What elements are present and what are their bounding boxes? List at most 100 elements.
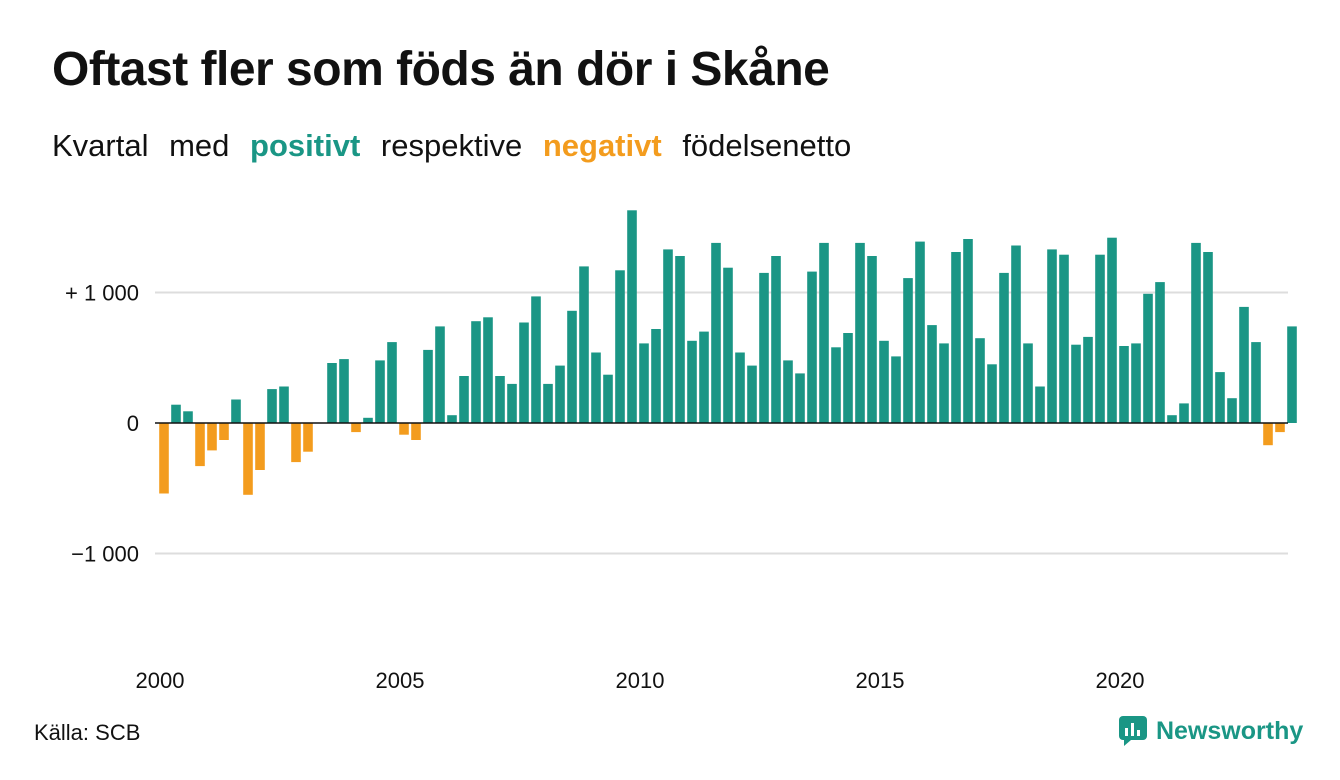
bar-negative	[399, 423, 409, 435]
bar-positive	[495, 376, 505, 423]
bars	[159, 210, 1297, 495]
subtitle-part: Kvartal	[52, 128, 149, 163]
x-axis-labels: 2000 2005 2010 2015 2020	[136, 668, 1145, 693]
bar-positive	[795, 373, 805, 423]
bar-positive	[1131, 343, 1141, 423]
bar-positive	[711, 242, 721, 423]
bar-positive	[1023, 343, 1033, 423]
bar-positive	[1119, 346, 1129, 423]
bar-positive	[267, 389, 277, 423]
bar-negative	[1263, 423, 1273, 446]
bar-positive	[279, 386, 289, 423]
subtitle-negative-label: negativt	[542, 128, 662, 163]
bar-negative	[207, 423, 217, 451]
bar-positive	[639, 343, 649, 423]
chart-title: Oftast fler som föds än dör i Skåne	[52, 43, 830, 96]
bar-positive	[171, 404, 181, 423]
bar-positive	[939, 343, 949, 423]
bar-negative	[411, 423, 421, 440]
bar-positive	[975, 338, 985, 423]
bar-negative	[255, 423, 265, 470]
subtitle-part: födelsenetto	[682, 128, 852, 163]
source-note: Källa: SCB	[34, 720, 141, 745]
bar-positive	[1035, 386, 1045, 423]
bar-positive	[627, 210, 637, 423]
bar-positive	[1251, 342, 1261, 423]
x-tick-label: 2010	[616, 668, 665, 693]
bar-positive	[1143, 293, 1153, 423]
bar-positive	[567, 310, 577, 423]
bar-positive	[471, 321, 481, 423]
bar-positive	[723, 267, 733, 423]
bar-negative	[1275, 423, 1285, 433]
bar-positive	[915, 241, 925, 423]
newsworthy-logo[interactable]: Newsworthy	[1118, 714, 1303, 748]
bar-positive	[591, 352, 601, 423]
newsworthy-logo-icon	[1119, 716, 1147, 746]
bar-negative	[291, 423, 301, 463]
bar-positive	[1095, 254, 1105, 423]
y-axis-labels: + 1 000 0 −1 000	[65, 281, 139, 567]
bar-positive	[1215, 372, 1225, 423]
x-tick-label: 2015	[856, 668, 905, 693]
bar-positive	[735, 352, 745, 423]
bar-positive	[327, 363, 337, 423]
y-tick-label: + 1 000	[65, 281, 139, 306]
bar-positive	[663, 249, 673, 423]
bar-positive	[891, 356, 901, 423]
y-tick-label: −1 000	[71, 542, 139, 567]
bar-positive	[447, 415, 457, 423]
bar-positive	[987, 364, 997, 423]
bar-positive	[1047, 249, 1057, 423]
x-tick-label: 2005	[376, 668, 425, 693]
bar-positive	[867, 256, 877, 423]
subtitle-part: med	[169, 128, 230, 163]
bar-positive	[759, 272, 769, 423]
y-tick-label: 0	[127, 411, 139, 436]
bar-negative	[351, 423, 361, 433]
bar-positive	[1239, 306, 1249, 423]
bar-positive	[807, 271, 817, 423]
bar-positive	[927, 325, 937, 423]
bar-positive	[1191, 242, 1201, 423]
bar-positive	[435, 326, 445, 423]
bar-positive	[783, 360, 793, 423]
bar-positive	[615, 270, 625, 423]
bar-positive	[1179, 403, 1189, 423]
bar-positive	[1167, 415, 1177, 423]
bar-positive	[603, 374, 613, 423]
bar-positive	[1287, 326, 1297, 423]
bar-positive	[771, 256, 781, 423]
bar-positive	[1071, 344, 1081, 423]
bar-positive	[519, 322, 529, 423]
bar-positive	[339, 359, 349, 423]
x-tick-label: 2000	[136, 668, 185, 693]
bar-positive	[1227, 398, 1237, 423]
bar-positive	[951, 252, 961, 423]
bar-positive	[579, 266, 589, 423]
bar-positive	[459, 376, 469, 423]
bar-negative	[195, 423, 205, 467]
bar-positive	[687, 340, 697, 423]
bar-positive	[855, 242, 865, 423]
bar-negative	[303, 423, 313, 452]
bar-positive	[903, 278, 913, 423]
bar-negative	[219, 423, 229, 440]
brand-name: Newsworthy	[1156, 716, 1304, 745]
bar-positive	[879, 340, 889, 423]
bar-positive	[1059, 254, 1069, 423]
bar-positive	[375, 360, 385, 423]
bar-positive	[1203, 252, 1213, 423]
chart-subtitle: Kvartal med positivt respektive negativt…	[52, 128, 863, 164]
bar-positive	[963, 239, 973, 423]
bar-positive	[999, 272, 1009, 423]
bar-positive	[819, 242, 829, 423]
bar-positive	[831, 347, 841, 423]
bar-positive	[1083, 336, 1093, 423]
bar-positive	[363, 417, 373, 423]
bar-positive	[651, 329, 661, 423]
x-tick-label: 2020	[1096, 668, 1145, 693]
bar-positive	[231, 399, 241, 423]
subtitle-part: respektive	[380, 128, 523, 163]
